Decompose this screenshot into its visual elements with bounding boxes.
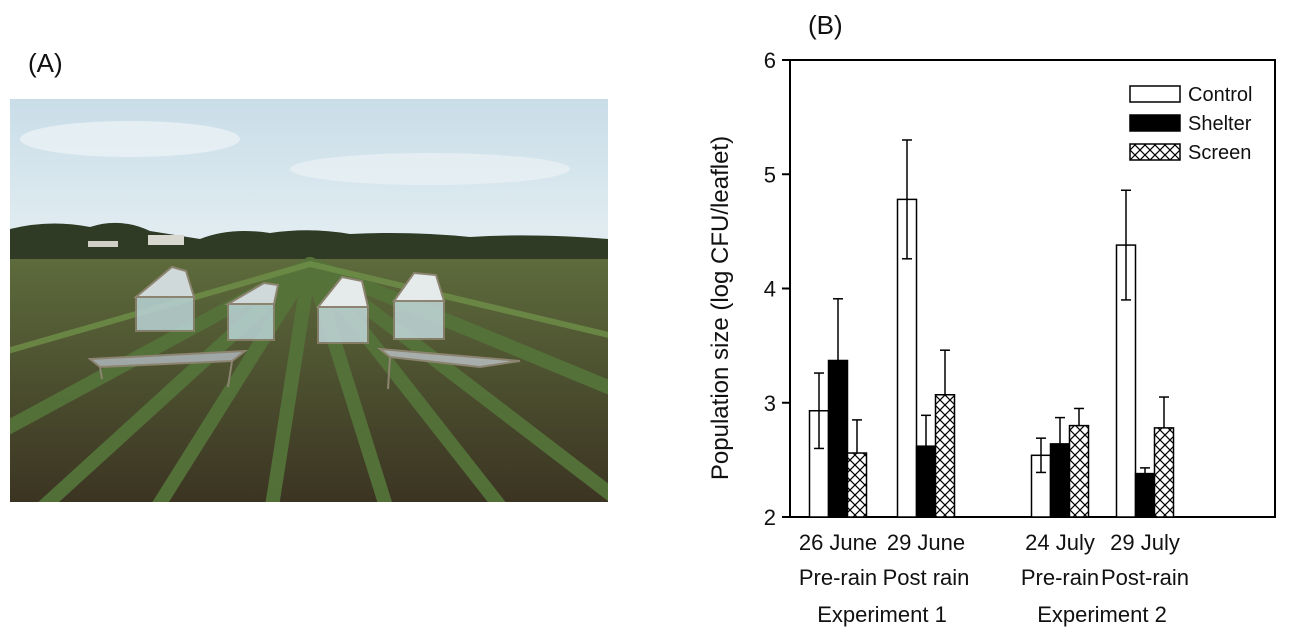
bar-shelter-0	[827, 359, 849, 518]
y-tick-label: 6	[764, 48, 776, 73]
bar-shelter-2	[1049, 443, 1071, 518]
field-photo	[10, 99, 608, 502]
x-label-condition-3: Post-rain	[1101, 565, 1189, 590]
panel-b-label: (B)	[808, 10, 843, 40]
bar-screen-1	[934, 394, 956, 518]
y-axis-label: Population size (log CFU/leaflet)	[707, 136, 734, 480]
legend-swatch-screen	[1129, 143, 1181, 161]
y-tick-label: 5	[764, 162, 776, 187]
x-label-experiment-1: Experiment 2	[1037, 602, 1167, 627]
x-label-condition-2: Pre-rain	[1021, 565, 1099, 590]
legend: Control Shelter Screen	[1129, 84, 1252, 164]
x-axis-labels: 26 June Pre-rain 29 June Post rain 24 July Pr…	[799, 530, 1189, 627]
legend-swatch-control	[1129, 85, 1181, 103]
y-tick-label: 3	[764, 391, 776, 416]
legend-label-control: Control	[1188, 84, 1252, 106]
x-label-date-3: 29 July	[1110, 530, 1180, 555]
y-tick-label: 2	[764, 505, 776, 530]
legend-label-screen: Screen	[1188, 142, 1251, 164]
x-label-date-0: 26 June	[799, 530, 877, 555]
x-label-experiment-0: Experiment 1	[817, 602, 947, 627]
bar-screen-0	[846, 452, 868, 518]
plot-area: 2 3 4 5 6	[764, 48, 1276, 530]
bar-screen-2	[1068, 424, 1090, 518]
legend-swatch-shelter	[1129, 114, 1181, 132]
panel-a-label: (A)	[28, 48, 63, 78]
population-bar-chart: Population size (log CFU/leaflet) 23456 …	[707, 48, 1276, 627]
bar-screen-3	[1153, 427, 1175, 518]
bar-shelter-1	[915, 445, 937, 518]
legend-label-shelter: Shelter	[1188, 113, 1252, 135]
x-label-date-1: 29 June	[887, 530, 965, 555]
x-label-date-2: 24 July	[1025, 530, 1095, 555]
x-label-condition-1: Post rain	[883, 565, 970, 590]
y-tick-label: 4	[764, 277, 776, 302]
x-label-condition-0: Pre-rain	[799, 565, 877, 590]
bar-shelter-3	[1134, 472, 1156, 518]
